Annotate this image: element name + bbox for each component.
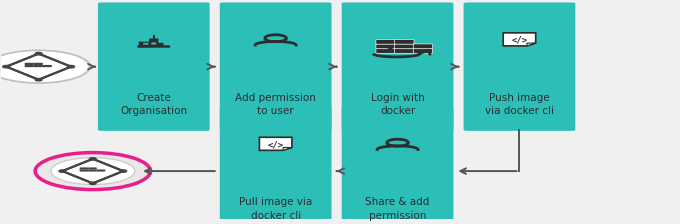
FancyBboxPatch shape: [220, 2, 332, 131]
FancyBboxPatch shape: [97, 170, 105, 172]
FancyBboxPatch shape: [24, 63, 34, 65]
FancyBboxPatch shape: [34, 65, 43, 67]
FancyBboxPatch shape: [376, 39, 395, 44]
Polygon shape: [527, 43, 536, 46]
FancyBboxPatch shape: [88, 167, 97, 170]
Circle shape: [35, 153, 150, 190]
Text: Pull image via
docker cli: Pull image via docker cli: [239, 197, 312, 221]
FancyBboxPatch shape: [341, 2, 454, 131]
Polygon shape: [503, 33, 536, 46]
Text: Share & add
permission: Share & add permission: [365, 197, 430, 221]
FancyBboxPatch shape: [154, 43, 164, 47]
Circle shape: [0, 50, 92, 84]
FancyBboxPatch shape: [394, 49, 414, 53]
Polygon shape: [259, 137, 292, 150]
FancyBboxPatch shape: [341, 107, 454, 224]
FancyBboxPatch shape: [413, 44, 432, 49]
FancyBboxPatch shape: [34, 63, 43, 65]
FancyBboxPatch shape: [376, 49, 395, 53]
FancyBboxPatch shape: [464, 2, 575, 131]
FancyBboxPatch shape: [80, 167, 88, 170]
Text: </>: </>: [268, 140, 284, 149]
Circle shape: [33, 152, 153, 190]
FancyBboxPatch shape: [143, 43, 148, 45]
FancyBboxPatch shape: [149, 39, 158, 47]
FancyBboxPatch shape: [220, 107, 332, 224]
Text: Create
Organisation: Create Organisation: [120, 93, 187, 116]
Polygon shape: [283, 147, 292, 150]
Circle shape: [0, 50, 90, 83]
Text: Login with
docker: Login with docker: [371, 93, 424, 116]
Text: Push image
via docker cli: Push image via docker cli: [485, 93, 554, 116]
Text: </>: </>: [511, 36, 528, 45]
FancyBboxPatch shape: [394, 44, 414, 49]
FancyBboxPatch shape: [151, 42, 156, 45]
FancyBboxPatch shape: [137, 45, 170, 48]
Circle shape: [51, 158, 135, 185]
FancyBboxPatch shape: [24, 65, 34, 67]
FancyBboxPatch shape: [376, 44, 395, 49]
Text: Add permission
to user: Add permission to user: [235, 93, 316, 116]
FancyBboxPatch shape: [88, 170, 97, 172]
FancyBboxPatch shape: [394, 39, 414, 44]
FancyBboxPatch shape: [43, 65, 52, 67]
FancyBboxPatch shape: [413, 49, 432, 53]
FancyBboxPatch shape: [98, 2, 209, 131]
FancyBboxPatch shape: [80, 170, 88, 172]
FancyBboxPatch shape: [139, 42, 153, 47]
